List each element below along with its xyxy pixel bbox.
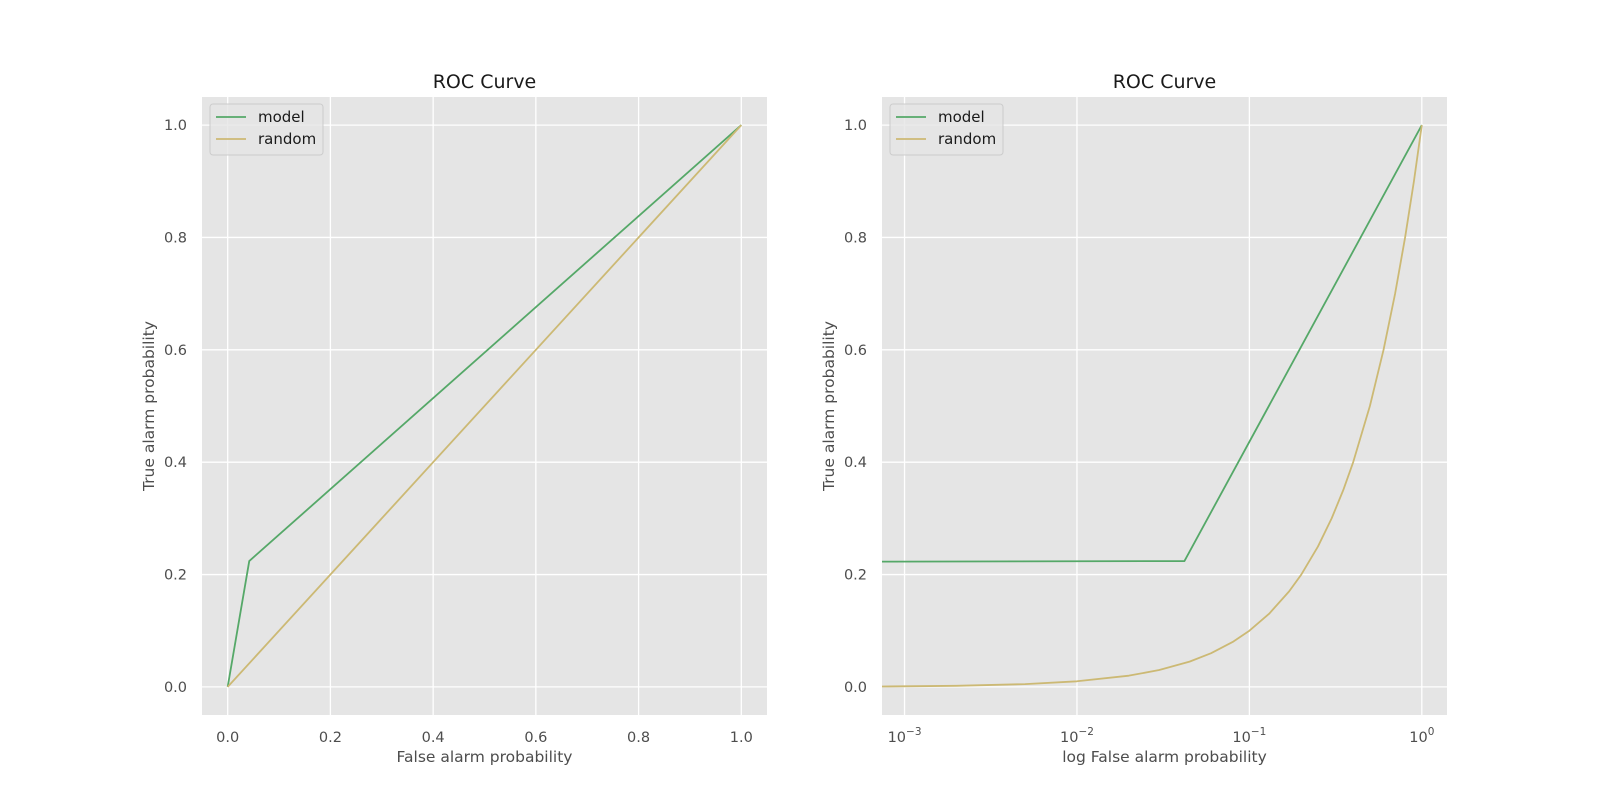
series-line-random xyxy=(881,124,1423,688)
x-tick-label: 0.0 xyxy=(216,730,239,746)
x-tick-label: 10−1 xyxy=(1232,726,1266,746)
y-tick-label: 0.0 xyxy=(844,680,867,696)
x-tick-label: 100 xyxy=(1409,726,1434,746)
roc-log-panel: 10−3 10−2 10−1 100 0.0 0.2 0.4 0.6 0.8 1.0 ROC C… xyxy=(820,71,1447,766)
y-axis-label: True alarm probability xyxy=(820,321,838,492)
y-ticks: 0.0 0.2 0.4 0.6 0.8 1.0 xyxy=(844,118,867,696)
x-tick-label: 10−2 xyxy=(1060,726,1094,746)
y-tick-label: 0.2 xyxy=(844,568,867,584)
x-tick-label: 0.4 xyxy=(422,730,445,746)
y-tick-label: 0.8 xyxy=(844,230,867,246)
y-tick-label: 0.8 xyxy=(164,230,187,246)
y-tick-label: 0.4 xyxy=(844,455,867,471)
legend: model random xyxy=(209,103,324,156)
y-tick-label: 0.2 xyxy=(164,568,187,584)
legend-random-label: random xyxy=(258,130,316,148)
legend-random-label: random xyxy=(938,130,996,148)
series xyxy=(881,124,1423,688)
y-ticks: 0.0 0.2 0.4 0.6 0.8 1.0 xyxy=(164,118,187,696)
x-tick-label: 0.8 xyxy=(627,730,650,746)
x-tick-label: 0.6 xyxy=(524,730,547,746)
legend-model-label: model xyxy=(258,108,305,126)
legend-model-label: model xyxy=(938,108,985,126)
x-ticks: 0.0 0.2 0.4 0.6 0.8 1.0 xyxy=(216,730,753,746)
series-line-model xyxy=(881,124,1423,563)
series-line-random xyxy=(227,124,742,688)
grid xyxy=(202,97,767,715)
y-tick-label: 0.4 xyxy=(164,455,187,471)
chart-title: ROC Curve xyxy=(1113,71,1217,93)
y-tick-label: 0.0 xyxy=(164,680,187,696)
y-tick-label: 1.0 xyxy=(164,118,187,134)
y-tick-label: 0.6 xyxy=(164,343,187,359)
x-tick-label: 10−3 xyxy=(888,726,922,746)
y-axis-label: True alarm probability xyxy=(140,321,158,492)
x-tick-label: 1.0 xyxy=(730,730,753,746)
x-axis-label: log False alarm probability xyxy=(1062,748,1267,766)
plot-area xyxy=(882,97,1447,715)
x-axis-label: False alarm probability xyxy=(397,748,573,766)
y-tick-label: 1.0 xyxy=(844,118,867,134)
roc-linear-panel: 0.0 0.2 0.4 0.6 0.8 1.0 0.0 0.2 0.4 0.6 0.8 1.0 RO… xyxy=(140,71,767,766)
series xyxy=(226,124,742,688)
legend: model random xyxy=(889,103,1004,156)
chart-title: ROC Curve xyxy=(433,71,537,93)
x-tick-label: 0.2 xyxy=(319,730,342,746)
series-line-model xyxy=(226,124,742,688)
x-ticks: 10−3 10−2 10−1 100 xyxy=(888,726,1435,746)
y-tick-label: 0.6 xyxy=(844,343,867,359)
